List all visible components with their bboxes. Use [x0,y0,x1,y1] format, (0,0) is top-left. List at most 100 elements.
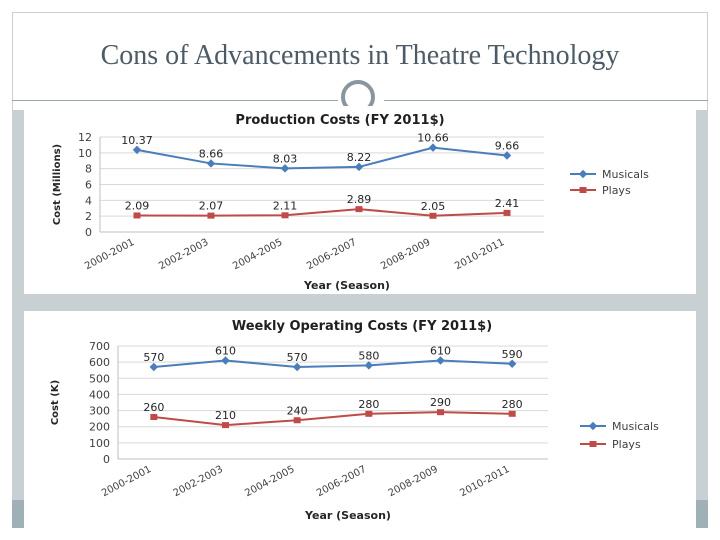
title-divider-left [12,100,338,101]
weekly-operating-costs-musicals-point [436,356,445,365]
weekly-operating-costs-plays-series-line [153,411,513,427]
production-costs-title: Production Costs (FY 2011$) [235,113,444,128]
weekly-operating-costs-chart-panel: Weekly Operating Costs (FY 2011$) 0 100 200… [24,311,696,528]
production-costs-y-tick-label: 8 [85,163,92,176]
slide-title: Cons of Advancements in Theatre Technolo… [100,40,620,71]
production-costs-y-tick-label: 0 [85,226,92,239]
production-costs-musicals-data-label: 9.66 [495,140,520,153]
weekly-operating-costs-plays-point [508,410,516,417]
weekly-operating-costs-x-tick-label: 2010-2011 [458,464,511,499]
weekly-operating-costs-legend-plays-marker [589,441,597,447]
production-costs-plays-data-label: 2.89 [347,193,372,206]
production-costs-y-tick-label: 2 [85,210,92,223]
production-costs-plays-data-label: 2.07 [199,200,224,213]
production-costs-y-tick-label: 10 [78,147,92,160]
weekly-operating-costs-x-tick-label: 2004-2005 [243,464,296,499]
production-costs-plays-point [133,212,141,219]
production-costs-musicals-data-label: 10.37 [121,134,153,147]
weekly-operating-costs-x-axis-title: Year (Season) [304,509,391,522]
production-costs-plays-series-line [136,208,508,217]
weekly-operating-costs-chart: Weekly Operating Costs (FY 2011$) 0 100 200… [50,319,659,522]
production-costs-musicals-point [354,162,364,172]
weekly-operating-costs-musicals-data-label: 570 [143,351,164,364]
weekly-operating-costs-plays-point [293,417,301,424]
weekly-operating-costs-legend-musicals-label: Musicals [612,420,659,433]
weekly-operating-costs-y-tick-label: 100 [89,437,110,450]
production-costs-plays-data-label: 2.41 [495,197,520,210]
weekly-operating-costs-y-tick-label: 500 [89,372,110,385]
production-costs-plays-data-label: 2.11 [273,199,298,212]
weekly-operating-costs-plays-data-label: 280 [358,398,379,411]
weekly-operating-costs-musicals-point [221,356,230,365]
production-costs-plays-point [207,212,215,219]
production-costs-musicals-point [280,164,290,173]
weekly-operating-costs-plays-point [150,414,158,421]
weekly-operating-costs-legend-musicals-marker [588,421,598,431]
production-costs-plays-point [503,209,511,216]
weekly-operating-costs-x-tick-label: 2006-2007 [315,464,368,499]
weekly-operating-costs-title: Weekly Operating Costs (FY 2011$) [232,319,492,334]
production-costs-plays-point [281,212,289,219]
weekly-operating-costs-x-tick-label: 2008-2009 [387,464,440,499]
weekly-operating-costs-y-tick-label: 700 [89,340,110,353]
weekly-operating-costs-x-tick-label: 2000-2001 [100,464,153,499]
production-costs-plays-point [429,212,437,219]
production-costs-legend-plays-marker [579,187,587,193]
weekly-operating-costs-y-tick-label: 0 [103,453,110,466]
production-costs-y-axis-title: Cost (Millions) [52,144,63,225]
production-costs-musicals-data-label: 8.22 [347,151,372,164]
production-costs-musicals-point [502,151,512,160]
weekly-operating-costs-musicals-point [507,359,517,368]
production-costs-x-tick-label: 2004-2005 [231,237,284,272]
weekly-operating-costs-plays-data-label: 280 [502,398,523,411]
weekly-operating-costs-x-tick-label: 2002-2003 [172,464,225,499]
production-costs-musicals-point [206,159,216,168]
weekly-operating-costs-plays-point [437,409,444,416]
weekly-operating-costs-musicals-data-label: 590 [502,348,523,361]
weekly-operating-costs-musicals-point [364,361,374,370]
production-costs-x-tick-label: 2000-2001 [83,237,136,272]
weekly-operating-costs-y-tick-label: 300 [89,405,110,418]
weekly-operating-costs-musicals-point [292,362,302,372]
production-costs-legend-musicals-label: Musicals [602,168,649,181]
weekly-operating-costs-musicals-series-line [153,359,513,368]
weekly-operating-costs-plays-data-label: 210 [215,409,236,422]
weekly-operating-costs-plays-data-label: 260 [143,401,164,414]
production-costs-x-axis-title: Year (Season) [303,279,390,292]
production-costs-y-tick-label: 6 [85,179,92,192]
production-costs-y-tick-label: 12 [78,131,92,144]
weekly-operating-costs-y-tick-label: 600 [89,356,110,369]
production-costs-x-tick-label: 2002-2003 [157,237,210,272]
production-costs-x-tick-label: 2008-2009 [379,237,432,272]
production-costs-chart-panel: Production Costs (FY 2011$) 0 2 4 6 8 10 12 2000… [24,106,696,294]
production-costs-legend-musicals-marker [578,169,588,179]
weekly-operating-costs-musicals-point [149,362,159,372]
weekly-operating-costs-plays-point [222,422,229,429]
production-costs-plays-data-label: 2.05 [421,200,446,213]
production-costs-legend-plays-label: Plays [602,184,631,197]
weekly-operating-costs-plays-point [365,410,373,417]
weekly-operating-costs-plays-data-label: 240 [287,404,308,417]
production-costs-plays-point [355,206,363,213]
weekly-operating-costs-legend-plays-label: Plays [612,438,641,451]
production-costs-plays-data-label: 2.09 [125,199,150,212]
weekly-operating-costs-plays-data-label: 290 [430,396,451,409]
production-costs-chart: Production Costs (FY 2011$) 0 2 4 6 8 10 12 2000… [52,113,649,292]
production-costs-y-tick-label: 4 [85,194,92,207]
weekly-operating-costs-musicals-data-label: 570 [287,351,308,364]
weekly-operating-costs-musicals-data-label: 580 [358,349,379,362]
weekly-operating-costs-musicals-data-label: 610 [215,345,236,358]
weekly-operating-costs-y-tick-label: 400 [89,388,110,401]
production-costs-x-tick-label: 2010-2011 [453,237,506,272]
production-costs-musicals-series-line [136,146,508,170]
weekly-operating-costs-y-axis-title: Cost (K) [50,380,61,425]
production-costs-musicals-data-label: 10.66 [417,132,449,145]
production-costs-musicals-point [132,145,142,155]
weekly-operating-costs-musicals-data-label: 610 [430,345,451,358]
title-divider-right [384,100,708,101]
production-costs-musicals-point [428,143,438,152]
production-costs-musicals-data-label: 8.03 [273,152,298,165]
weekly-operating-costs-y-tick-label: 200 [89,421,110,434]
production-costs-musicals-data-label: 8.66 [199,147,224,160]
production-costs-x-tick-label: 2006-2007 [305,237,358,272]
